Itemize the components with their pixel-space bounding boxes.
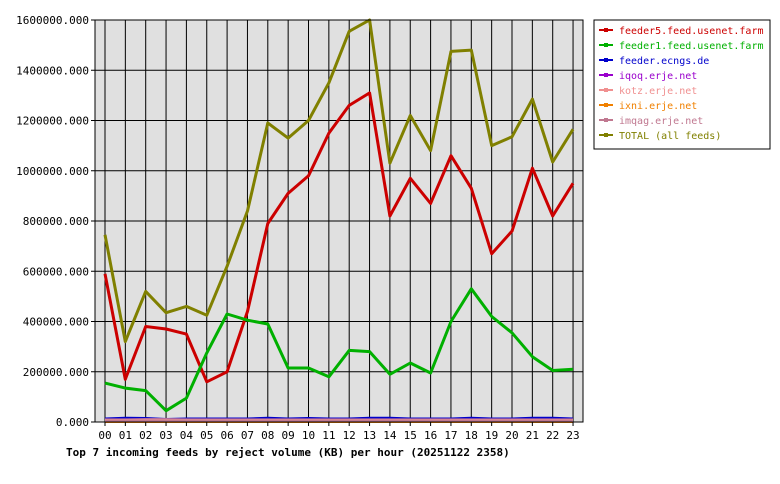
x-tick-label: 14 — [383, 429, 397, 442]
y-tick-label: 600000.000 — [23, 265, 89, 278]
x-tick-label: 19 — [485, 429, 498, 442]
legend-marker — [604, 43, 608, 47]
chart-title: Top 7 incoming feeds by reject volume (K… — [66, 446, 510, 459]
legend-label: feeder5.feed.usenet.farm — [619, 26, 764, 37]
x-tick-label: 23 — [566, 429, 579, 442]
x-tick-label: 22 — [546, 429, 559, 442]
x-tick-label: 12 — [343, 429, 356, 442]
x-tick-label: 00 — [98, 429, 111, 442]
x-tick-label: 15 — [404, 429, 417, 442]
x-tick-label: 03 — [159, 429, 172, 442]
y-tick-label: 0.000 — [56, 416, 89, 429]
x-tick-label: 13 — [363, 429, 376, 442]
legend: feeder5.feed.usenet.farm feeder1.feed.use… — [594, 20, 770, 149]
legend-marker — [604, 118, 608, 122]
x-axis: 00 01 02 03 04 05 06 07 08 09 10 11 12 13 14 15 16 17 18 19… — [98, 422, 579, 442]
legend-label: TOTAL (all feeds) — [619, 131, 721, 142]
x-tick-label: 02 — [139, 429, 152, 442]
x-tick-label: 16 — [424, 429, 437, 442]
y-tick-label: 1400000.000 — [16, 64, 89, 77]
y-tick-label: 1000000.000 — [16, 165, 89, 178]
legend-marker — [604, 58, 608, 62]
y-tick-label: 1200000.000 — [16, 115, 89, 128]
legend-marker — [604, 133, 608, 137]
legend-marker — [604, 28, 608, 32]
legend-label: imqag.erje.net — [619, 116, 703, 127]
x-tick-label: 08 — [261, 429, 274, 442]
x-tick-label: 09 — [282, 429, 295, 442]
legend-label: feeder.ecngs.de — [619, 56, 709, 67]
x-tick-label: 17 — [444, 429, 457, 442]
x-tick-label: 05 — [200, 429, 213, 442]
y-tick-label: 400000.000 — [23, 316, 89, 329]
y-tick-label: 200000.000 — [23, 366, 89, 379]
x-tick-label: 10 — [302, 429, 315, 442]
x-tick-label: 01 — [119, 429, 132, 442]
x-tick-label: 21 — [526, 429, 539, 442]
x-tick-label: 11 — [322, 429, 335, 442]
y-tick-label: 800000.000 — [23, 215, 89, 228]
x-tick-label: 04 — [180, 429, 194, 442]
y-tick-label: 1600000.000 — [16, 14, 89, 27]
legend-marker — [604, 88, 608, 92]
x-tick-label: 06 — [220, 429, 233, 442]
legend-label: iqoq.erje.net — [619, 71, 697, 82]
x-tick-label: 07 — [241, 429, 254, 442]
legend-label: feeder1.feed.usenet.farm — [619, 41, 764, 52]
legend-box — [594, 20, 770, 149]
legend-marker — [604, 73, 608, 77]
legend-label: ixni.erje.net — [619, 101, 697, 112]
x-tick-label: 20 — [505, 429, 518, 442]
y-axis: 0.000 200000.000 400000.000 600000.000 80000… — [16, 14, 95, 429]
x-tick-label: 18 — [465, 429, 478, 442]
legend-marker — [604, 103, 608, 107]
legend-label: kotz.erje.net — [619, 86, 697, 97]
